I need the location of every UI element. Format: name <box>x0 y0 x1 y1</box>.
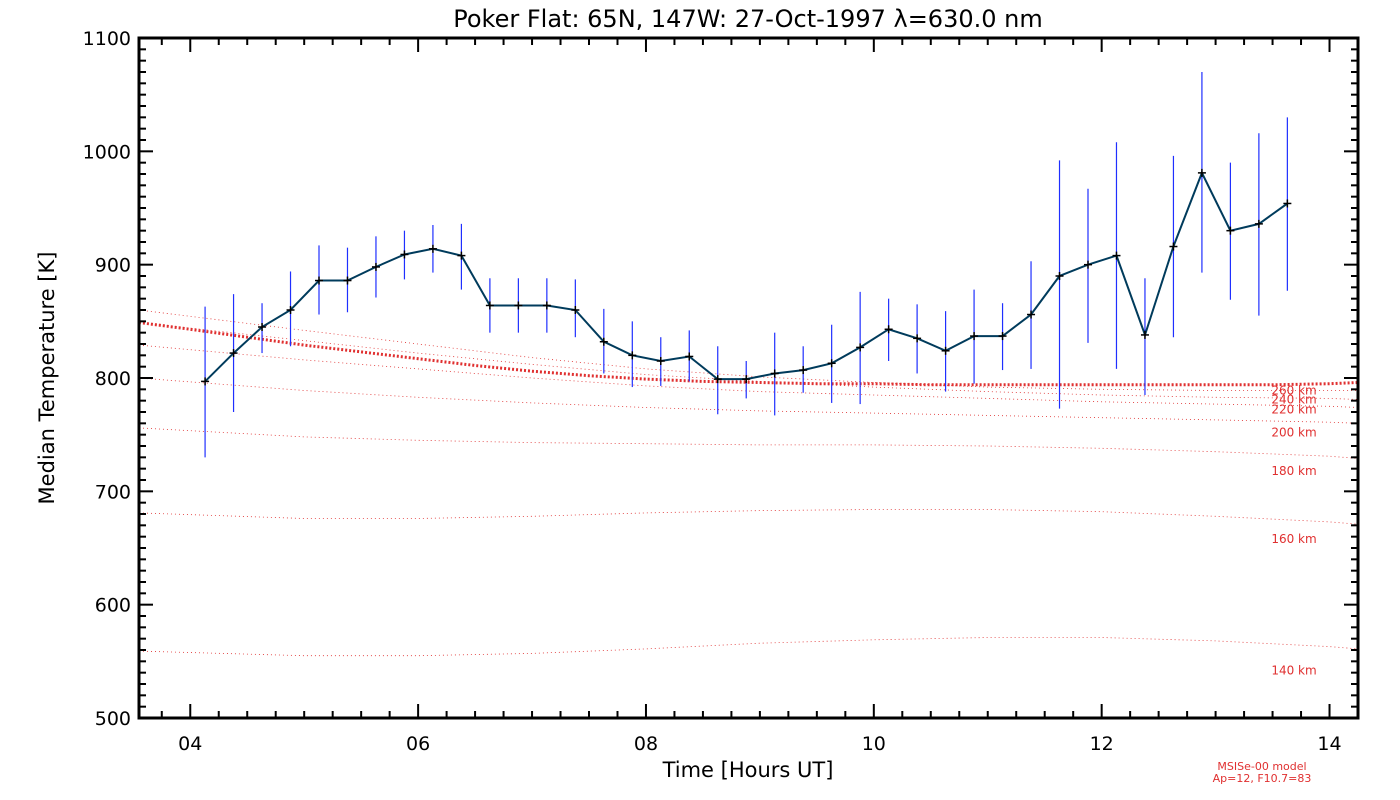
series-line <box>204 170 1288 383</box>
data-point <box>1055 272 1064 280</box>
data-point <box>770 369 779 378</box>
data-point <box>856 343 865 352</box>
data-point <box>913 334 922 343</box>
data-point <box>628 351 637 360</box>
x-tick-label: 06 <box>406 733 430 755</box>
data-point <box>542 301 551 310</box>
altitude-label-260-km: 260 km <box>1271 383 1316 397</box>
data-point <box>315 276 324 285</box>
altitude-curve-200-km <box>138 377 1359 424</box>
x-axis-label: Time [Hours UT] <box>662 758 834 782</box>
y-axis-label: Median Temperature [K] <box>35 252 59 505</box>
model-note-line-2: Ap=12, F10.7=83 <box>1213 772 1312 785</box>
altitude-curve-240-km <box>138 322 1359 400</box>
data-point <box>258 323 267 331</box>
chart-title: Poker Flat: 65N, 147W: 27-Oct-1997 λ=630… <box>453 5 1042 33</box>
x-tick-label: 12 <box>1090 733 1114 755</box>
model-note-line-1: MSISe-00 model <box>1217 760 1306 773</box>
y-tick-label: 700 <box>95 481 131 503</box>
data-point <box>1027 310 1036 319</box>
error-bars <box>204 72 1288 458</box>
altitude-label-140-km: 140 km <box>1271 663 1316 677</box>
y-tick-label: 1000 <box>83 141 131 163</box>
data-point <box>1140 330 1149 339</box>
altitude-curve-180-km <box>138 427 1359 459</box>
data-point <box>884 325 893 334</box>
y-tick-label: 900 <box>95 255 131 277</box>
x-tick-label: 14 <box>1317 733 1341 755</box>
data-point <box>201 377 210 386</box>
data-point <box>713 375 722 384</box>
data-point <box>799 366 808 375</box>
data-point <box>656 357 665 365</box>
data-point <box>343 276 352 285</box>
model-curve-layer <box>138 321 1359 387</box>
data-point <box>599 337 608 346</box>
altitude-label-200-km: 200 km <box>1271 425 1316 439</box>
x-tick-label: 08 <box>634 733 658 755</box>
altitude-curve-220-km <box>138 344 1359 408</box>
axes: 500 600 700 800 900 1000 1100 04 06 08 10 12 14 <box>83 28 1360 755</box>
data-point <box>1112 251 1121 260</box>
data-point <box>514 301 523 310</box>
data-point <box>742 375 751 384</box>
data-point <box>685 352 694 361</box>
data-point <box>229 349 238 358</box>
data-point <box>428 244 437 253</box>
y-tick-label: 500 <box>95 708 131 730</box>
data-point <box>457 251 466 260</box>
data-point <box>1169 242 1178 251</box>
altitude-curve-140-km <box>138 637 1359 657</box>
data-point <box>827 359 836 368</box>
data-point <box>1254 219 1263 228</box>
data-point <box>485 301 494 310</box>
altitude-label-160-km: 160 km <box>1271 532 1316 546</box>
y-tick-label: 600 <box>95 595 131 617</box>
data-point <box>571 306 580 314</box>
altitude-curve-160-km <box>138 509 1359 525</box>
x-tick-label: 04 <box>178 733 202 755</box>
data-point <box>1197 168 1206 177</box>
data-point <box>286 306 295 314</box>
data-point <box>998 332 1007 341</box>
temperature-series <box>201 168 1292 386</box>
x-tick-label: 10 <box>862 733 886 755</box>
data-point <box>400 250 409 259</box>
altitude-label-220-km: 220 km <box>1271 403 1316 417</box>
data-point <box>1283 199 1292 208</box>
data-point <box>371 262 380 271</box>
y-tick-label: 1100 <box>83 28 131 50</box>
altitude-label-240-km: 240 km <box>1271 393 1316 407</box>
data-point <box>970 332 979 341</box>
data-point <box>1083 260 1092 269</box>
data-point <box>1226 226 1235 235</box>
altitude-label-180-km: 180 km <box>1271 464 1316 478</box>
y-tick-label: 800 <box>95 368 131 390</box>
data-point <box>941 346 950 355</box>
model-curve <box>138 321 1359 387</box>
